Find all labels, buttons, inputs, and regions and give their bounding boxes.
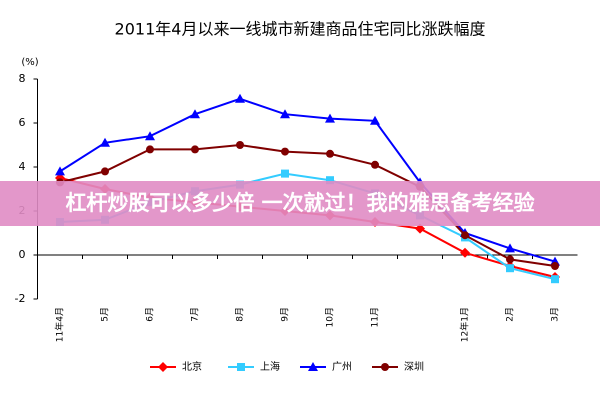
marker	[145, 131, 155, 141]
marker	[460, 247, 470, 258]
marker	[236, 141, 244, 149]
y-tick-label: 4	[19, 160, 26, 173]
marker	[281, 169, 289, 178]
marker	[326, 176, 334, 185]
marker	[101, 167, 109, 176]
marker	[381, 363, 389, 371]
x-tick-label: 9月	[280, 307, 291, 322]
x-tick-label: 7月	[190, 307, 201, 322]
x-tick-label: 2月	[505, 307, 516, 322]
banner-bg	[0, 181, 600, 226]
marker	[506, 264, 514, 273]
marker	[415, 223, 425, 234]
marker	[505, 243, 515, 253]
marker	[55, 166, 65, 176]
banner-text: 杠杆炒股可以多少倍 一次就过！我的雅思备考经验	[65, 191, 534, 215]
marker	[461, 231, 469, 240]
marker	[100, 137, 110, 147]
marker	[370, 115, 380, 125]
marker	[325, 113, 335, 123]
x-tick-label: 8月	[235, 307, 246, 322]
marker	[551, 262, 559, 270]
legend-label: 深圳	[404, 361, 424, 373]
y-tick-label: -2	[15, 292, 26, 305]
series-line	[59, 143, 556, 267]
marker	[158, 362, 168, 372]
series-line	[59, 97, 556, 263]
marker	[281, 147, 289, 156]
x-tick-label: 3月	[550, 307, 561, 322]
x-tick-label: 5月	[100, 307, 111, 322]
marker	[326, 149, 334, 158]
legend-label: 广州	[332, 361, 352, 373]
marker	[235, 93, 245, 103]
x-tick-label: 6月	[145, 307, 156, 322]
marker	[191, 145, 199, 154]
marker	[371, 160, 379, 169]
chart-title: 2011年4月以来一线城市新建商品住宅同比涨跌幅度	[115, 20, 486, 39]
marker	[146, 145, 154, 154]
y-tick-label: 0	[19, 248, 26, 261]
marker	[506, 255, 514, 264]
marker	[308, 362, 318, 371]
x-tick-label: 12年1月	[459, 307, 471, 342]
legend-label: 北京	[182, 360, 202, 373]
legend-label: 上海	[260, 360, 280, 373]
y-axis-label: (%)	[21, 57, 38, 68]
marker	[280, 109, 290, 119]
x-tick-label: 11月	[370, 307, 381, 327]
y-tick-label: 6	[19, 116, 26, 129]
y-tick-label: 8	[19, 72, 26, 85]
marker	[551, 275, 559, 284]
x-tick-label: 11年4月	[54, 307, 66, 342]
marker	[190, 109, 200, 119]
marker	[237, 363, 245, 371]
x-tick-label: 10月	[325, 307, 336, 327]
